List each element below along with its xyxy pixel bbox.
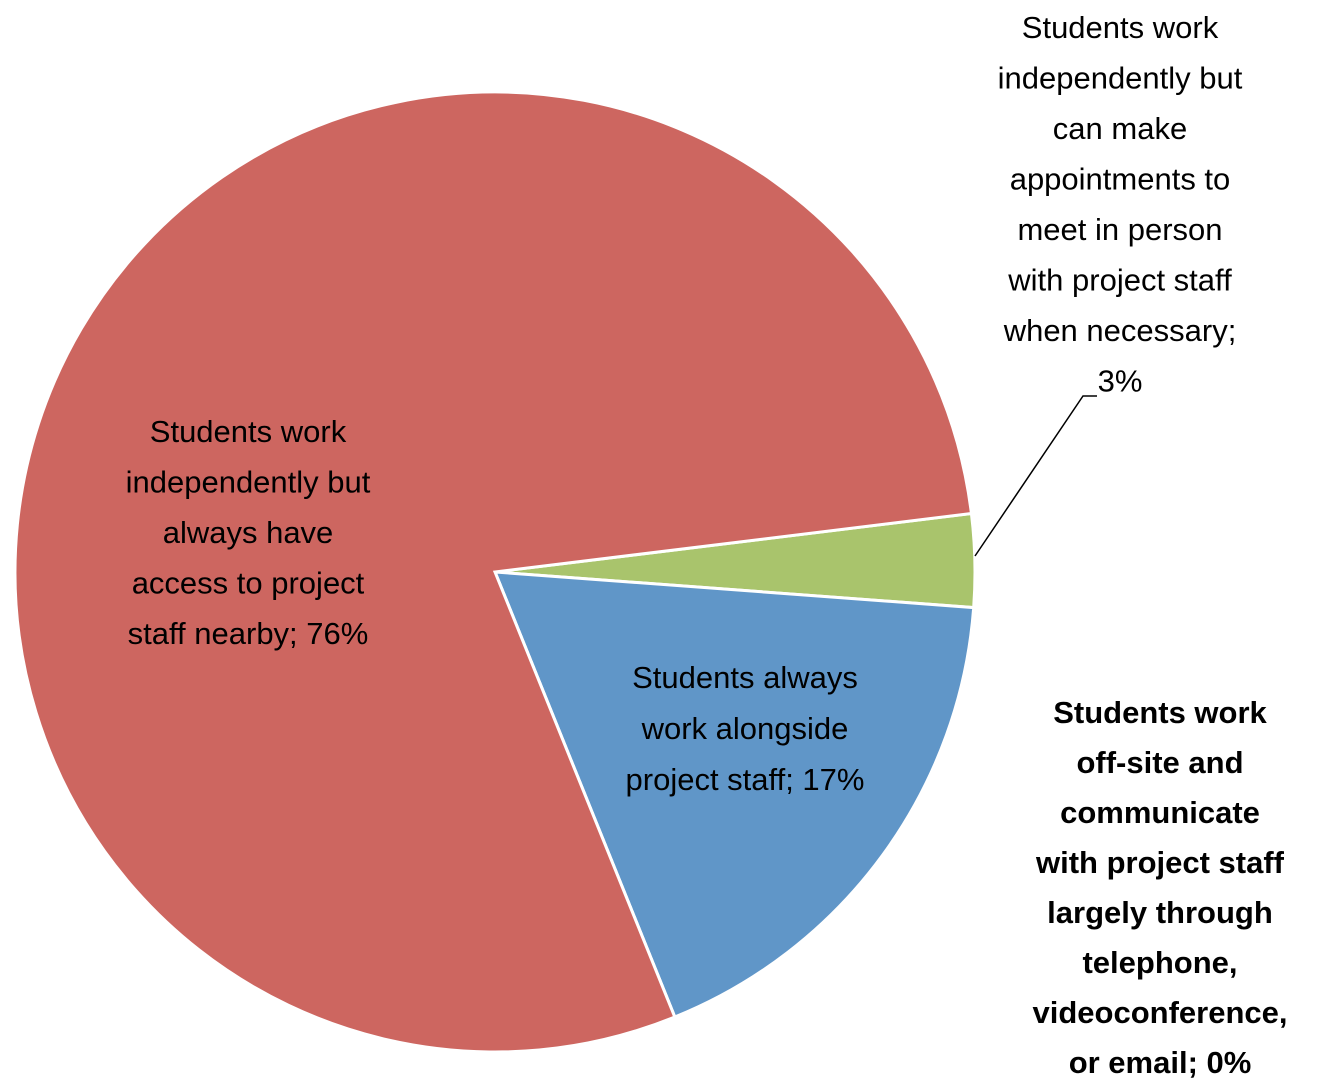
data-label: project staff; 17% [626,762,865,797]
data-label: or email; 0% [1069,1045,1252,1080]
data-label: appointments to [1010,162,1231,197]
data-label: Students always [632,660,858,695]
data-label: work alongside [641,711,849,746]
data-label: can make [1053,111,1187,146]
data-label: videoconference, [1033,995,1288,1030]
data-label: access to project [132,566,365,601]
data-label: largely through [1047,895,1273,930]
pie [13,90,977,1054]
data-label: Students work [150,414,347,449]
data-label: with project staff [1007,263,1232,298]
data-label: independently but [998,61,1243,96]
data-label: independently but [126,465,371,500]
data-label: with project staff [1035,845,1285,880]
pie-slice [492,570,976,1020]
data-label: Students work [1053,695,1267,730]
pie-slice [13,90,974,1054]
data-label: staff nearby; 76% [128,616,369,651]
data-label: telephone, [1082,945,1237,980]
data-label: always have [163,515,334,550]
data-label: off-site and [1076,745,1243,780]
data-label: 3% [1098,364,1143,399]
data-label: when necessary; [1003,313,1237,348]
data-label: communicate [1060,795,1260,830]
leader-line [974,395,1097,557]
data-label: Students work [1022,10,1219,45]
data-label: meet in person [1017,212,1222,247]
